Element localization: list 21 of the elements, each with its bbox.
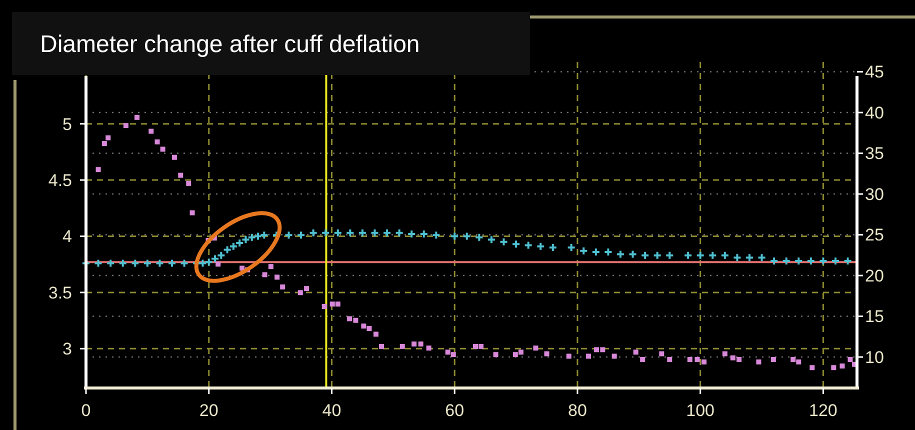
y2-tick-label: 35 — [865, 144, 884, 164]
x-tick-label: 0 — [81, 401, 91, 420]
chart-title: Diameter change after cuff deflation — [40, 31, 420, 58]
y2-tick-label: 15 — [865, 307, 884, 326]
y2-tick-label: 25 — [865, 226, 884, 245]
y-tick-label: 3.5 — [48, 283, 72, 302]
x-tick-label: 60 — [445, 401, 464, 420]
y-tick-label: 4 — [62, 227, 72, 246]
x-tick-label: 80 — [568, 401, 587, 420]
y2-tick-label: 45 — [865, 62, 884, 82]
y2-tick-label: 10 — [865, 348, 884, 367]
y2-tick-label: 30 — [865, 184, 884, 204]
y-tick-label: 5 — [62, 114, 72, 134]
x-tick-label: 120 — [809, 401, 838, 420]
y2-tick-label: 20 — [865, 266, 884, 286]
x-tick-label: 20 — [199, 401, 218, 420]
y-tick-label: 4.5 — [48, 170, 72, 190]
y2-tick-label: 40 — [865, 103, 884, 122]
x-tick-label: 100 — [686, 401, 715, 420]
x-tick-label: 40 — [322, 401, 342, 420]
y-tick-label: 3 — [62, 340, 72, 359]
